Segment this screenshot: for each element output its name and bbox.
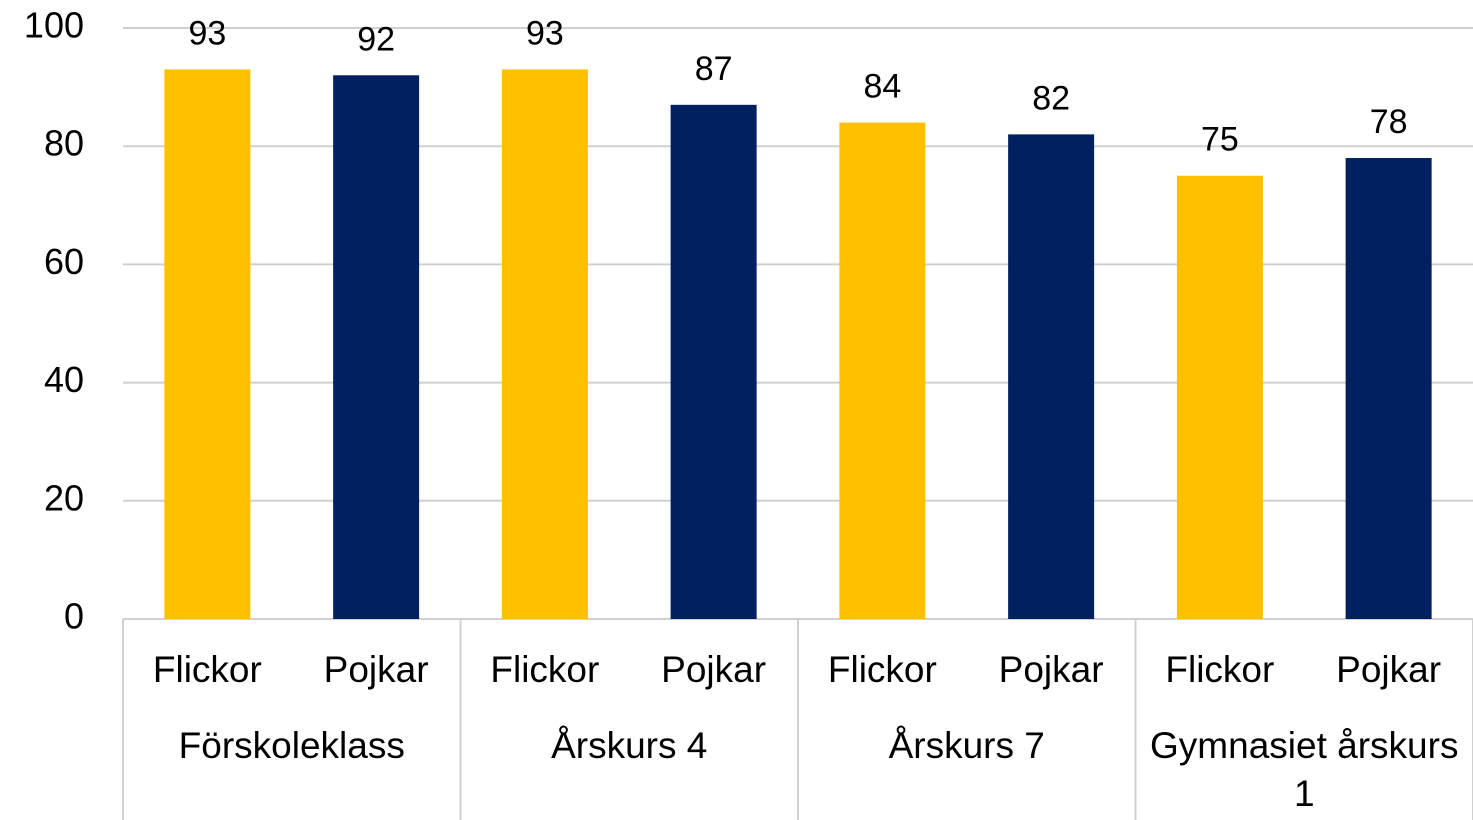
y-tick-label: 60: [44, 241, 84, 282]
value-label: 92: [357, 20, 395, 58]
x-tick-label: Pojkar: [998, 649, 1104, 690]
x-tick-label: Flickor: [1165, 649, 1275, 690]
bar: [164, 69, 251, 620]
value-label: 82: [1032, 79, 1070, 117]
value-label: 87: [695, 50, 733, 88]
value-label: 78: [1370, 103, 1408, 141]
bar: [670, 104, 757, 619]
x-tick-label: Flickor: [827, 649, 937, 690]
bar: [501, 69, 588, 620]
group-label: Årskurs 7: [888, 725, 1045, 766]
y-tick-label: 20: [44, 477, 84, 518]
x-tick-label: Flickor: [490, 649, 600, 690]
x-tick-label: Flickor: [152, 649, 262, 690]
value-label: 75: [1201, 121, 1239, 159]
bar: [1008, 134, 1095, 619]
bar: [333, 75, 420, 619]
group-label: Förskoleklass: [178, 725, 405, 766]
y-tick-label: 80: [44, 123, 84, 164]
y-tick-label: 40: [44, 359, 84, 400]
bar: [1176, 175, 1263, 619]
bar: [1345, 158, 1432, 619]
bar: [839, 122, 926, 619]
y-tick-label: 0: [64, 596, 84, 637]
value-label: 84: [863, 68, 901, 106]
x-tick-label: Pojkar: [1336, 649, 1442, 690]
group-label: Gymnasiet årskurs 1: [1150, 725, 1459, 814]
x-tick-label: Pojkar: [661, 649, 767, 690]
value-label: 93: [188, 14, 226, 52]
x-tick-label: Pojkar: [323, 649, 429, 690]
y-tick-label: 100: [24, 5, 84, 46]
value-label: 93: [526, 14, 564, 52]
group-label: Årskurs 4: [551, 725, 708, 766]
